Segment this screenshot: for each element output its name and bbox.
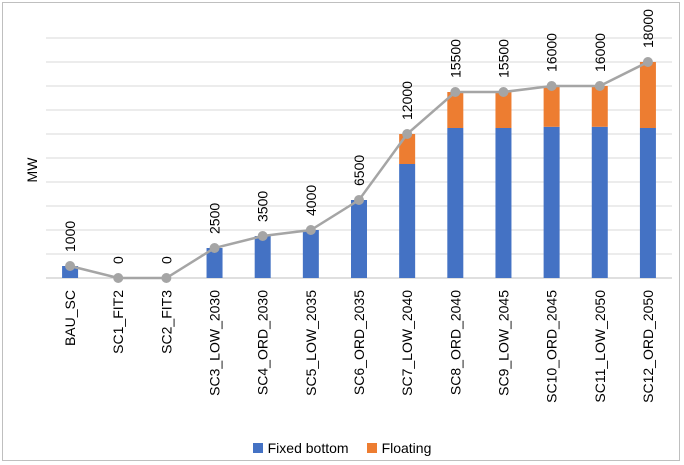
bar-floating-sc8-ord-2040 bbox=[447, 92, 464, 128]
data-label: 1000 bbox=[62, 221, 78, 252]
total-point-sc11-low-2050 bbox=[594, 81, 605, 91]
total-point-sc10-ord-2045 bbox=[546, 81, 557, 91]
x-tick-label: SC10_ORD_2045 bbox=[544, 290, 560, 403]
x-tick-label: SC4_ORD_2030 bbox=[255, 290, 271, 395]
bar-fixed-bottom-sc10-ord-2045 bbox=[543, 126, 560, 278]
bar-fixed-bottom-sc11-low-2050 bbox=[591, 126, 608, 278]
bar-fixed-bottom-sc6-ord-2035 bbox=[351, 200, 367, 278]
data-labels: 1000 0 0 2500 3500 4000 6500 12000 15500 15500 160… bbox=[62, 9, 656, 264]
legend: Fixed bottom Floating bbox=[0, 440, 684, 456]
total-point-sc7-low-2040 bbox=[402, 129, 413, 139]
x-tick-label: SC2_FIT3 bbox=[158, 290, 174, 354]
legend-item-fixed-bottom: Fixed bottom bbox=[252, 440, 349, 456]
x-tick-label: SC7_LOW_2040 bbox=[399, 290, 415, 396]
legend-item-floating: Floating bbox=[366, 440, 432, 456]
x-tick-label: SC6_ORD_2035 bbox=[351, 290, 367, 395]
data-label: 6500 bbox=[351, 155, 367, 186]
x-tick-label: SC5_LOW_2035 bbox=[303, 290, 319, 396]
data-label: 15500 bbox=[447, 39, 463, 78]
total-points bbox=[65, 57, 653, 283]
chart-frame bbox=[2, 2, 680, 461]
x-tick-label: SC12_ORD_2050 bbox=[640, 290, 656, 403]
total-point-sc12-ord-2050 bbox=[642, 57, 653, 67]
x-tick-label: BAU_SC bbox=[62, 290, 78, 346]
bar-fixed-bottom-sc7-low-2040 bbox=[399, 164, 416, 278]
bar-floating-sc10-ord-2045 bbox=[543, 86, 560, 127]
bar-floating-sc12-ord-2050 bbox=[639, 62, 656, 128]
x-tick-label: SC3_LOW_2030 bbox=[207, 290, 223, 396]
data-label: 4000 bbox=[303, 185, 319, 216]
total-point-sc3-low-2030 bbox=[209, 243, 220, 253]
x-tick-label: SC8_ORD_2040 bbox=[447, 290, 463, 395]
total-point-sc8-ord-2040 bbox=[450, 87, 461, 97]
data-label: 12000 bbox=[399, 81, 415, 120]
bar-floating-sc9-low-2045 bbox=[495, 92, 512, 128]
legend-swatch-fixed-bottom bbox=[252, 443, 263, 453]
x-tick-label: SC9_LOW_2045 bbox=[495, 290, 511, 396]
bar-fixed-bottom-sc8-ord-2040 bbox=[447, 128, 464, 278]
data-label: 15500 bbox=[495, 39, 511, 78]
data-label: 16000 bbox=[592, 33, 608, 72]
data-label: 18000 bbox=[640, 9, 656, 48]
bar-fixed-bottom-sc9-low-2045 bbox=[495, 128, 512, 278]
bar-floating-sc11-low-2050 bbox=[591, 86, 608, 127]
legend-swatch-floating bbox=[366, 443, 377, 453]
data-label: 3500 bbox=[255, 191, 271, 222]
total-point-sc6-ord-2035 bbox=[354, 195, 364, 205]
bars bbox=[62, 62, 656, 278]
bar-fixed-bottom-sc5-low-2035 bbox=[302, 230, 319, 278]
total-point-sc4-ord-2030 bbox=[257, 231, 268, 241]
data-label: 0 bbox=[158, 256, 174, 264]
legend-label-floating: Floating bbox=[381, 440, 432, 456]
bar-fixed-bottom-sc4-ord-2030 bbox=[254, 236, 271, 278]
total-point-sc5-low-2035 bbox=[305, 225, 316, 235]
x-tick-label: SC1_FIT2 bbox=[110, 290, 126, 354]
data-label: 16000 bbox=[544, 33, 560, 72]
x-tick-label: SC11_LOW_2050 bbox=[592, 290, 608, 403]
bar-fixed-bottom-sc12-ord-2050 bbox=[639, 128, 656, 278]
total-point-sc9-low-2045 bbox=[498, 87, 509, 97]
y-axis-label: MW bbox=[24, 157, 40, 183]
data-label: 2500 bbox=[207, 203, 223, 234]
total-point-sc1-fit2 bbox=[113, 273, 124, 283]
bar-fixed-bottom-sc3-low-2030 bbox=[206, 248, 223, 278]
data-label: 0 bbox=[110, 256, 126, 264]
total-point-bau-sc bbox=[65, 261, 76, 271]
total-point-sc2-fit3 bbox=[161, 273, 172, 283]
x-tick-labels: BAU_SC SC1_FIT2 SC2_FIT3 SC3_LOW_2030 SC4_OR… bbox=[62, 290, 656, 403]
legend-label-fixed-bottom: Fixed bottom bbox=[267, 440, 349, 456]
gridlines bbox=[46, 37, 672, 279]
